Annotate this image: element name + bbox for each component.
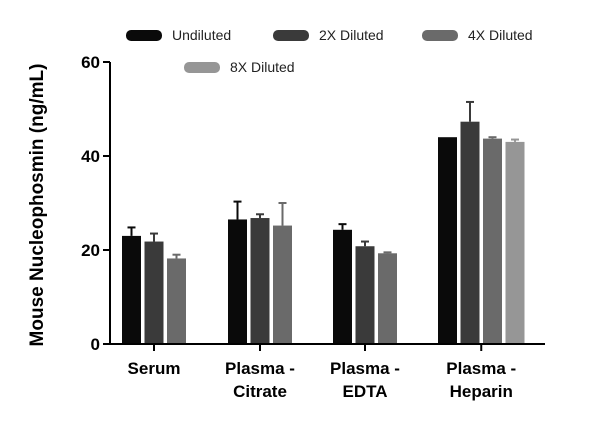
y-tick-label: 0 bbox=[91, 335, 100, 354]
bar bbox=[483, 138, 502, 344]
bar bbox=[355, 246, 375, 344]
x-tick-label: Plasma - bbox=[446, 359, 516, 378]
y-ticks-group: 0 20 40 60 bbox=[81, 53, 110, 354]
bar bbox=[378, 253, 397, 344]
bar bbox=[273, 225, 292, 344]
bar bbox=[167, 258, 186, 344]
legend-item: Undiluted bbox=[126, 27, 231, 43]
legend-swatch bbox=[422, 29, 458, 41]
legend-item: 4X Diluted bbox=[422, 27, 533, 43]
y-axis-label: Mouse Nucleophosmin (ng/mL) bbox=[27, 64, 48, 347]
y-tick-label: 40 bbox=[81, 147, 100, 166]
legend-label: 4X Diluted bbox=[468, 27, 533, 43]
legend-label: 8X Diluted bbox=[230, 59, 295, 75]
bar bbox=[438, 137, 457, 344]
y-tick-label: 20 bbox=[81, 241, 100, 260]
legend-item: 8X Diluted bbox=[184, 59, 295, 75]
legend-swatch bbox=[184, 61, 220, 73]
legend-label: 2X Diluted bbox=[319, 27, 384, 43]
x-tick-label: Plasma - bbox=[330, 359, 400, 378]
x-tick-label: Heparin bbox=[450, 382, 513, 401]
bar bbox=[333, 229, 352, 344]
bar bbox=[228, 219, 247, 344]
error-bars-group bbox=[127, 100, 519, 259]
legend-item: 2X Diluted bbox=[273, 27, 384, 43]
y-tick-label: 60 bbox=[81, 53, 100, 72]
legend-label: Undiluted bbox=[172, 27, 232, 43]
x-tick-label: Citrate bbox=[233, 382, 287, 401]
bar bbox=[250, 218, 270, 344]
bar bbox=[122, 235, 141, 344]
legend-swatch bbox=[126, 29, 162, 41]
bars-group bbox=[122, 121, 525, 344]
x-tick-label: Plasma - bbox=[225, 359, 295, 378]
bar bbox=[460, 121, 480, 344]
bar bbox=[144, 241, 164, 344]
x-tick-label: EDTA bbox=[342, 382, 387, 401]
x-ticks-group: Serum Plasma - Citrate Plasma - EDTA Plasma -… bbox=[128, 344, 516, 401]
legend-swatch bbox=[273, 29, 309, 41]
x-tick-label: Serum bbox=[128, 359, 181, 378]
bar bbox=[505, 141, 525, 344]
